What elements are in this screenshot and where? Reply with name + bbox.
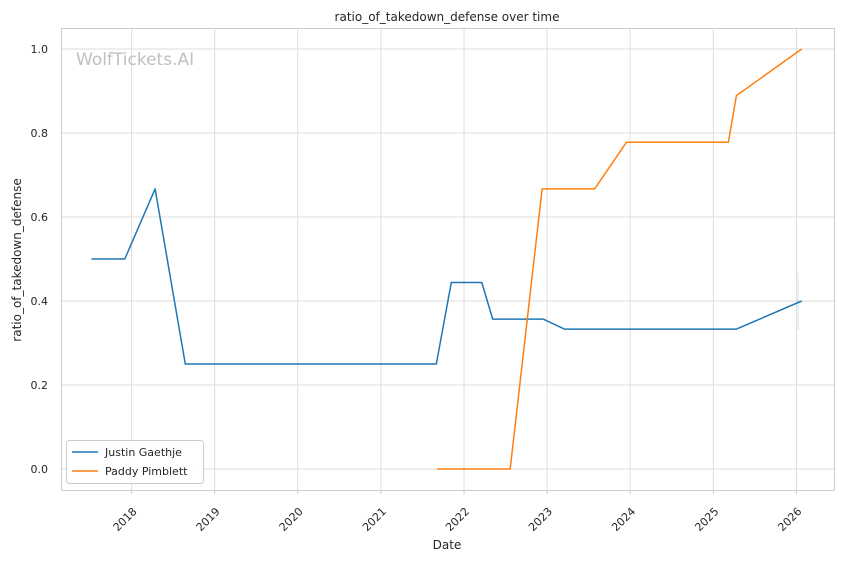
legend-label-0: Justin Gaethje xyxy=(104,446,182,459)
y-tick-label: 0.2 xyxy=(31,379,49,392)
x-axis-label: Date xyxy=(433,538,462,552)
series-line-1 xyxy=(437,48,803,470)
chart-title: ratio_of_takedown_defense over time xyxy=(335,10,560,24)
y-tick-label: 0.4 xyxy=(31,295,49,308)
y-axis-label: ratio_of_takedown_defense xyxy=(10,178,24,341)
y-tick-label: 0.8 xyxy=(31,127,49,140)
legend-box xyxy=(66,440,204,484)
watermark: WolfTickets.AI xyxy=(76,50,194,70)
legend-label-1: Paddy Pimblett xyxy=(105,465,188,478)
y-tick-label: 0.0 xyxy=(31,463,49,476)
y-tick-label: 1.0 xyxy=(31,43,49,56)
legend: Justin Gaethje Paddy Pimblett xyxy=(66,440,204,484)
y-axis-ticks: 0.0 0.2 0.4 0.6 0.8 1.0 xyxy=(31,43,49,476)
series-line-0 xyxy=(91,188,802,365)
y-tick-label: 0.6 xyxy=(31,211,49,224)
plot-frame xyxy=(61,28,835,491)
series-layer xyxy=(91,48,803,470)
